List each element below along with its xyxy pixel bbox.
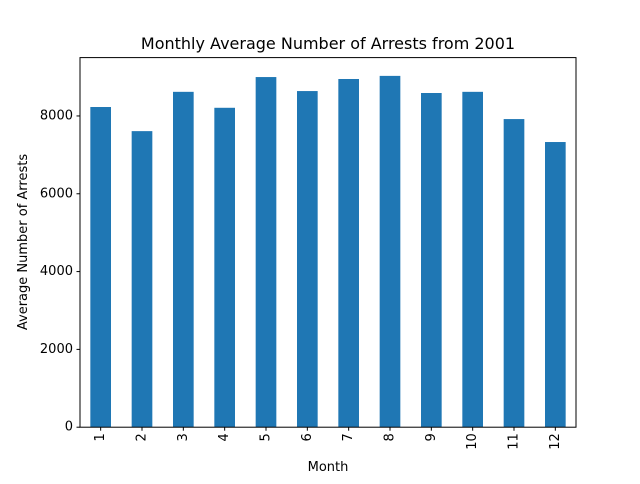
chart-title: Monthly Average Number of Arrests from 2… <box>141 34 515 53</box>
bar-month-10 <box>462 91 483 428</box>
x-tick-label-9: 9 <box>424 433 439 441</box>
x-tick-label-7: 7 <box>341 433 356 441</box>
x-tick-label-8: 8 <box>383 433 398 441</box>
x-tick-label-12: 12 <box>548 433 563 450</box>
x-tick-label-5: 5 <box>259 433 274 441</box>
y-axis: 0 2000 4000 6000 8000 <box>40 108 80 435</box>
bar-month-5 <box>255 77 277 428</box>
bar-month-9 <box>421 93 442 428</box>
x-tick-label-11: 11 <box>507 433 522 450</box>
y-tick-label-6000: 6000 <box>40 186 73 201</box>
bar-month-7 <box>338 78 359 428</box>
x-tick-label-1: 1 <box>93 433 108 441</box>
y-tick-label-4000: 4000 <box>40 264 73 279</box>
bar-month-4 <box>214 107 235 428</box>
bar-month-11 <box>503 119 525 428</box>
x-axis: 1 2 3 4 5 6 7 8 9 10 11 12 <box>93 427 563 450</box>
bar-month-2 <box>131 131 153 428</box>
plot-frame <box>79 57 577 428</box>
x-tick-label-6: 6 <box>300 433 315 441</box>
x-tick-label-4: 4 <box>217 433 232 441</box>
bar-month-1 <box>90 107 111 428</box>
x-tick-label-2: 2 <box>135 433 150 441</box>
bar-month-3 <box>173 91 194 428</box>
x-tick-label-3: 3 <box>176 433 191 441</box>
bar-month-6 <box>297 91 318 428</box>
y-tick-label-2000: 2000 <box>40 342 73 357</box>
bars-group <box>90 75 566 428</box>
y-tick-label-0: 0 <box>65 420 73 435</box>
x-tick-label-10: 10 <box>465 433 480 450</box>
x-axis-label: Month <box>308 460 349 475</box>
bar-month-8 <box>379 75 401 428</box>
y-tick-label-8000: 8000 <box>40 108 73 123</box>
y-axis-label: Average Number of Arrests <box>16 154 31 330</box>
bar-month-12 <box>545 142 566 428</box>
